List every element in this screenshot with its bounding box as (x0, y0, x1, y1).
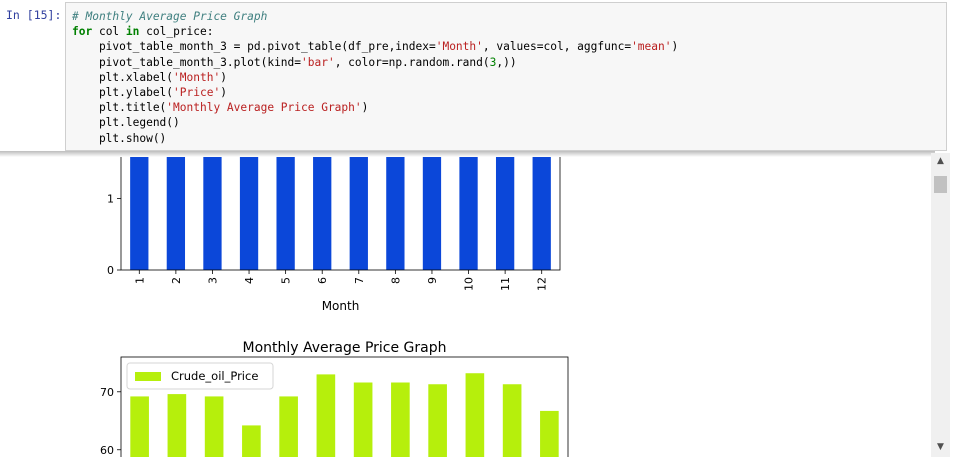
code-text: plt.legend() (72, 116, 180, 130)
code-text: ) (361, 101, 369, 115)
x-tick-label: 9 (426, 277, 439, 284)
bar (532, 157, 551, 270)
chart-title: Monthly Average Price Graph (243, 340, 447, 356)
code-string: 'Month' (435, 40, 483, 54)
code-keyword: for (72, 25, 93, 39)
output-area[interactable]: 0 1 1 2 3 4 5 6 7 8 9 10 11 12 Month Monthly Average P… (70, 157, 930, 457)
y-tick-label: 60 (100, 444, 114, 457)
code-keyword: in (125, 25, 140, 39)
bar (465, 373, 485, 457)
scroll-down-arrow-icon[interactable]: ▼ (937, 442, 944, 452)
code-text: plt.ylabel( (72, 86, 174, 100)
x-tick-label: 1 (133, 277, 146, 284)
code-string: 'bar' (301, 55, 335, 69)
code-text: plt.title( (72, 101, 167, 115)
bar (459, 157, 478, 270)
legend-box (126, 362, 274, 390)
code-string: 'Price' (173, 86, 221, 100)
bar (540, 410, 559, 457)
bar (391, 382, 410, 457)
bar (167, 394, 187, 457)
y-tick-label: 70 (100, 386, 114, 399)
bar (242, 425, 261, 457)
axes-frame (120, 356, 569, 457)
code-comment: # Monthly Average Price Graph (72, 10, 268, 23)
bar (316, 374, 336, 457)
code-text: col (92, 25, 126, 39)
code-string: 'Monthly Average Price Graph' (166, 101, 362, 115)
code-cell[interactable]: # Monthly Average Price Graph for col in… (65, 2, 947, 151)
bar (166, 157, 186, 270)
x-tick-label: 11 (499, 277, 512, 291)
x-tick-label: 8 (389, 277, 402, 284)
bar (279, 396, 298, 457)
legend-label: Crude_oil_Price (171, 369, 258, 383)
scroll-up-arrow-icon[interactable]: ▲ (937, 156, 944, 166)
scrollbar-thumb[interactable] (934, 176, 947, 193)
bar (239, 157, 259, 270)
x-tick-label: 2 (170, 277, 183, 284)
code-text: plt.show() (72, 131, 167, 145)
bar (204, 396, 224, 457)
code-editor[interactable]: # Monthly Average Price Graph for col in… (66, 3, 946, 146)
bar (130, 157, 149, 270)
x-axis-label: Month (322, 299, 360, 313)
output-scrollbar[interactable]: ▲ ▼ (931, 153, 950, 457)
code-text: , color=np.random.rand( (334, 55, 490, 69)
x-tick-label: 12 (536, 277, 549, 291)
code-text: plt.xlabel( (72, 70, 174, 84)
code-text: ,)) (496, 55, 517, 69)
legend-swatch (135, 372, 161, 381)
bar (203, 157, 222, 270)
bar (349, 157, 368, 270)
code-text: ) (671, 40, 679, 54)
code-text: , values=col, aggfunc= (482, 40, 632, 54)
cell-shadow (0, 151, 935, 157)
bar (276, 157, 295, 270)
bar (428, 384, 447, 457)
bar (502, 384, 522, 457)
y-tick-label: 0 (107, 264, 114, 277)
code-string: 'mean' (631, 40, 672, 54)
code-text: ) (220, 86, 227, 100)
x-tick-label: 3 (206, 277, 219, 284)
bar (422, 157, 442, 270)
code-text: ) (220, 70, 227, 84)
chart-crude-oil-price: Monthly Average Price Graph 60 70 Crude_oil… (100, 340, 569, 457)
code-string: 'Month' (173, 70, 221, 84)
axes-frame (120, 157, 561, 271)
x-tick-label: 6 (316, 277, 329, 284)
bar (313, 157, 332, 270)
bar (130, 396, 149, 457)
bar (495, 157, 515, 270)
cell-prompt: In [15]: (6, 8, 62, 22)
bar (353, 382, 373, 457)
x-tick-label: 4 (243, 277, 256, 284)
code-text: pivot_table_month_3.plot(kind= (72, 55, 302, 69)
code-text: pivot_table_month_3 = pd.pivot_table(df_… (72, 40, 436, 54)
code-text: col_price: (139, 25, 214, 39)
code-number: 3 (489, 55, 497, 69)
x-tick-label: 7 (353, 277, 366, 284)
y-tick-label: 1 (107, 192, 114, 205)
x-tick-label: 5 (280, 277, 293, 284)
bar (386, 157, 405, 270)
x-tick-label: 10 (463, 277, 476, 291)
